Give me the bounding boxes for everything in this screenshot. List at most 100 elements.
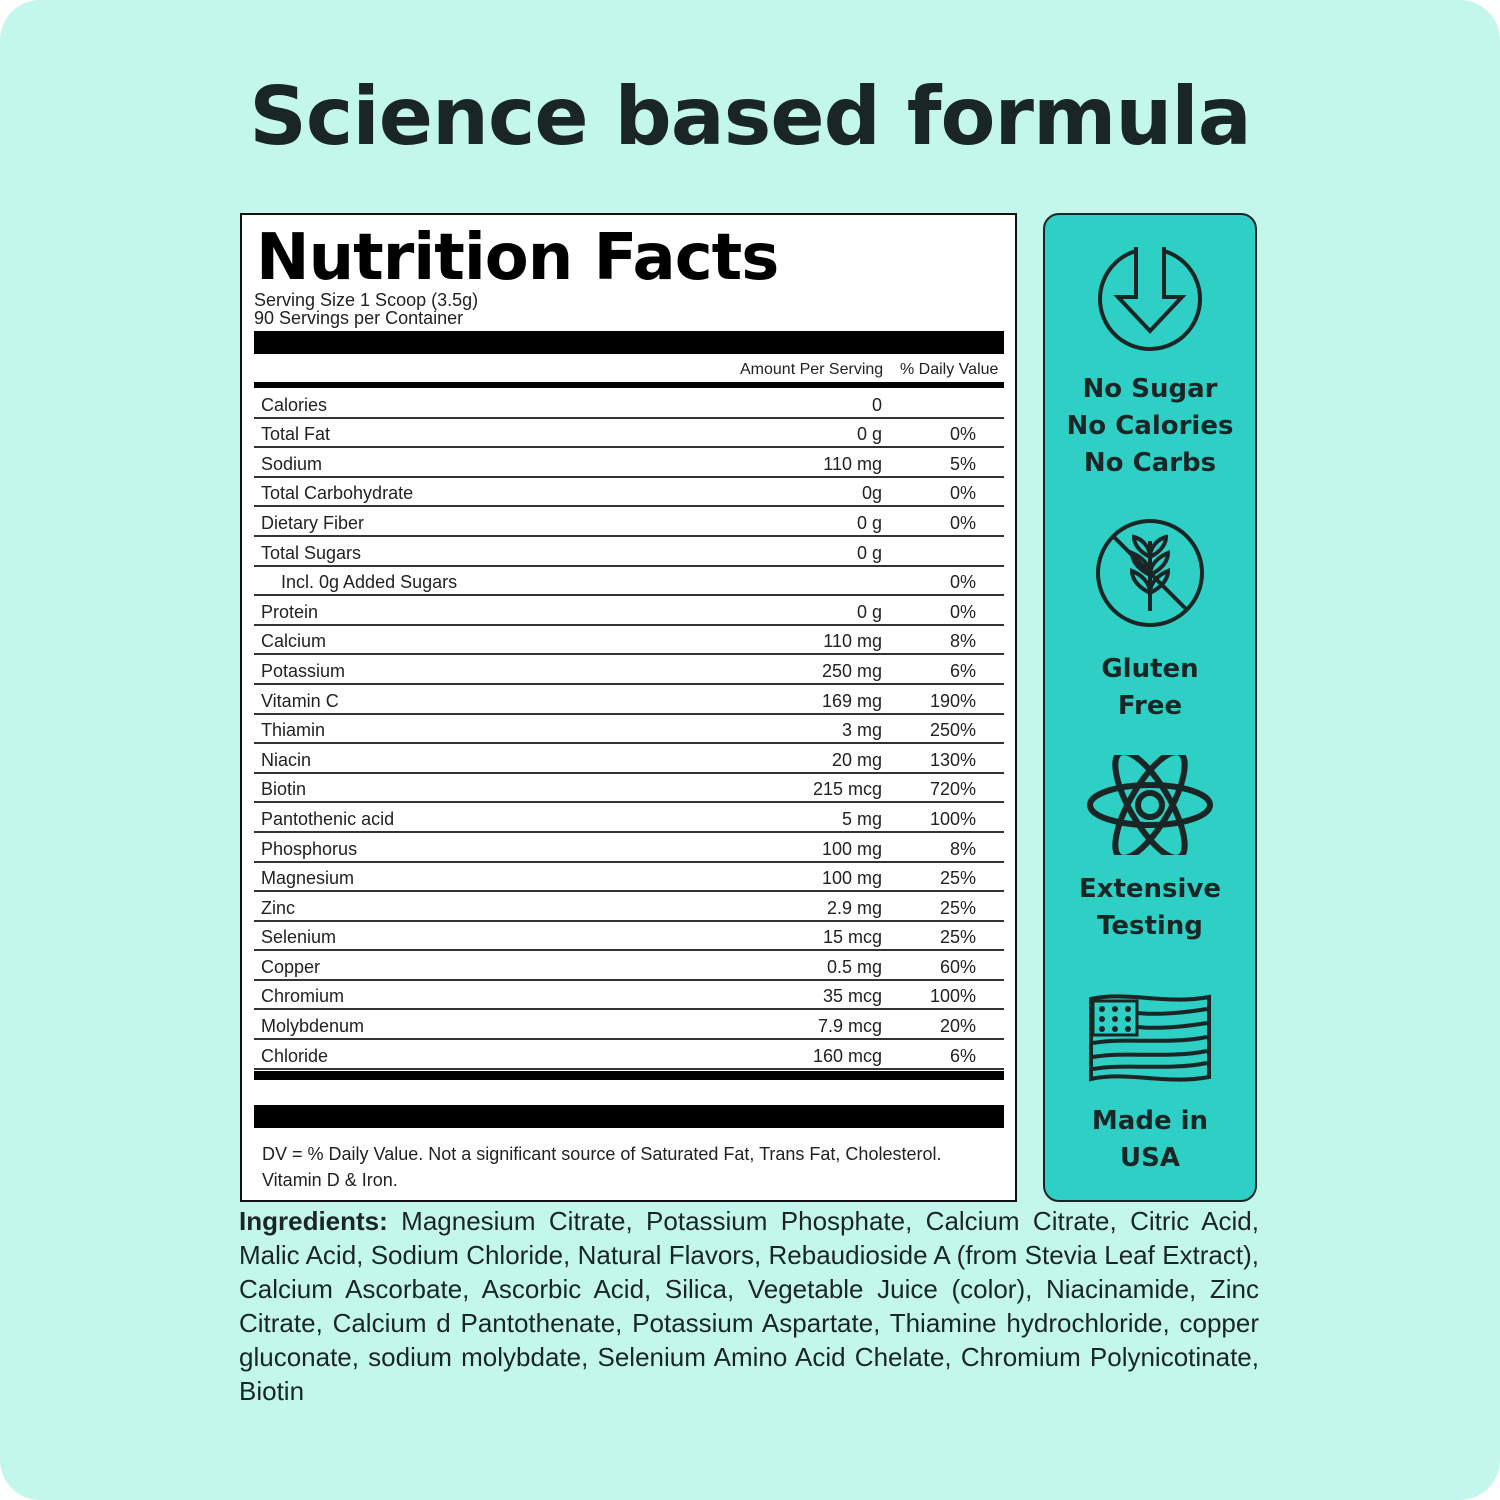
nutrient-row: Pantothenic acid 5 mg 100% (254, 803, 1004, 833)
feature-gluten-free: Gluten Free (1045, 517, 1255, 725)
nutrient-row: Copper 0.5 mg 60% (254, 951, 1004, 981)
nutrient-name: Calories (261, 394, 328, 415)
nutrient-dv: 0% (949, 572, 976, 593)
nutrient-dv: 6% (949, 660, 976, 681)
feature-text: Made in USA (1091, 1106, 1209, 1173)
nutrition-facts-label: Nutrition Facts Serving Size 1 Scoop (3.… (240, 213, 1017, 1202)
nutrient-amount: 0 g (856, 542, 882, 563)
bottom-divider (254, 1071, 1004, 1080)
page-title: Science based formula (249, 70, 1251, 163)
nutrient-row: Total Carbohydrate 0g 0% (254, 478, 1004, 508)
nutrient-row: Sodium 110 mg 5% (254, 448, 1004, 478)
nutrient-name: Sodium (261, 453, 323, 474)
nutrient-name: Molybdenum (261, 1016, 365, 1037)
nutrient-amount: 7.9 mcg (817, 1016, 882, 1037)
nutrient-dv: 25% (939, 927, 976, 948)
wheat-crossed-icon (1096, 519, 1204, 627)
ingredients: Ingredients: Magnesium Citrate, Potassiu… (239, 1204, 1259, 1408)
nutrient-dv: 0% (949, 483, 976, 504)
nutrient-amount: 35 mcg (822, 986, 882, 1007)
nutrient-row: Protein 0 g 0% (254, 596, 1004, 626)
feature-text: Gluten Free (1101, 654, 1199, 721)
nutrient-name: Dietary Fiber (261, 512, 365, 533)
nutrient-name: Phosphorus (261, 838, 358, 859)
nutrient-name: Niacin (261, 749, 312, 770)
nutrient-amount: 215 mcg (812, 779, 882, 800)
nutrient-dv: 0% (949, 424, 976, 445)
nutrient-amount: 5 mg (841, 808, 882, 829)
nutrient-row: Chloride 160 mcg 6% (254, 1040, 1004, 1070)
nutrient-amount: 2.9 mg (826, 897, 882, 918)
nutrient-amount: 0 g (856, 512, 882, 533)
feature-usa: Made in USA (1045, 991, 1255, 1177)
nutrient-dv: 250% (929, 720, 976, 741)
usa-flag-icon (1089, 994, 1211, 1082)
nutrient-name: Chloride (261, 1045, 329, 1066)
down-arrow-circle-icon (1098, 247, 1202, 351)
thick-divider (254, 331, 1004, 354)
nutrient-dv: 720% (929, 779, 976, 800)
nutrient-row: Vitamin C 169 mg 190% (254, 685, 1004, 715)
ingredients-label: Ingredients: (239, 1206, 388, 1236)
nutrient-dv: 190% (929, 690, 976, 711)
nutrient-name: Copper (261, 956, 321, 977)
nutrient-amount: 169 mg (821, 690, 882, 711)
nutrient-row: Incl. 0g Added Sugars 0% (254, 567, 1004, 597)
nutrient-row: Selenium 15 mcg 25% (254, 922, 1004, 952)
nutrient-amount: 0.5 mg (826, 956, 882, 977)
nutrient-amount: 250 mg (821, 660, 882, 681)
servings-per-container: 90 Servings per Container (254, 308, 464, 328)
nutrient-row: Total Sugars 0 g (254, 537, 1004, 567)
nutrient-row: Potassium 250 mg 6% (254, 655, 1004, 685)
nutrient-row: Phosphorus 100 mg 8% (254, 833, 1004, 863)
nutrient-row: Thiamin 3 mg 250% (254, 715, 1004, 745)
nutrient-amount: 0 g (856, 601, 882, 622)
atom-icon (1087, 755, 1213, 855)
nutrient-name: Total Fat (261, 424, 331, 445)
nutrient-dv: 8% (949, 838, 976, 859)
nutrient-dv: 100% (929, 986, 976, 1007)
nutrient-amount: 15 mcg (822, 927, 882, 948)
nutrient-dv: 6% (949, 1045, 976, 1066)
nutrient-dv: 25% (939, 868, 976, 889)
nutrient-amount: 110 mg (823, 453, 882, 474)
nutrient-row: Biotin 215 mcg 720% (254, 774, 1004, 804)
label-heading: Nutrition Facts (256, 221, 779, 295)
feature-no-sugar: No Sugar No Calories No Carbs (1045, 239, 1255, 482)
ingredients-text: Magnesium Citrate, Potassium Phosphate, … (239, 1206, 1259, 1406)
nutrient-name: Magnesium (261, 868, 355, 889)
nutrient-dv: 20% (939, 1016, 976, 1037)
nutrient-amount: 0g (861, 483, 882, 504)
nutrient-row: Magnesium 100 mg 25% (254, 863, 1004, 893)
nutrient-row: Calories 0 (254, 389, 1004, 419)
nutrient-dv: 130% (929, 749, 976, 770)
nutrient-amount: 0 (871, 394, 882, 415)
nutrient-row: Chromium 35 mcg 100% (254, 981, 1004, 1011)
nutrient-name: Pantothenic acid (261, 808, 395, 829)
nutrient-amount: 0 g (856, 424, 882, 445)
nutrient-row: Dietary Fiber 0 g 0% (254, 507, 1004, 537)
nutrient-dv: 0% (949, 601, 976, 622)
nutrient-amount: 110 mg (823, 631, 882, 652)
nutrient-name: Potassium (261, 660, 346, 681)
nutrient-row: Calcium 110 mg 8% (254, 626, 1004, 656)
serving-size: Serving Size 1 Scoop (3.5g) (254, 290, 479, 310)
nutrient-name: Thiamin (261, 720, 326, 741)
nutrient-row: Zinc 2.9 mg 25% (254, 892, 1004, 922)
header-divider (254, 382, 1004, 388)
nutrient-name: Calcium (261, 631, 327, 652)
nutrient-amount: 3 mg (841, 720, 882, 741)
nutrient-name: Selenium (261, 927, 337, 948)
nutrient-row: Total Fat 0 g 0% (254, 419, 1004, 449)
nutrient-dv: 0% (949, 512, 976, 533)
nutrient-amount: 20 mg (831, 749, 882, 770)
feature-testing: Extensive Testing (1045, 755, 1255, 945)
nutrient-dv: 5% (949, 453, 976, 474)
nutrient-amount: 100 mg (821, 868, 882, 889)
col-amount-header: Amount Per Serving (740, 361, 884, 378)
nutrient-name: Chromium (261, 986, 345, 1007)
feature-text: No Sugar No Calories No Carbs (1066, 374, 1234, 478)
nutrient-name: Zinc (261, 897, 296, 918)
nutrient-name: Total Carbohydrate (261, 483, 414, 504)
feature-text: Extensive Testing (1078, 874, 1222, 941)
